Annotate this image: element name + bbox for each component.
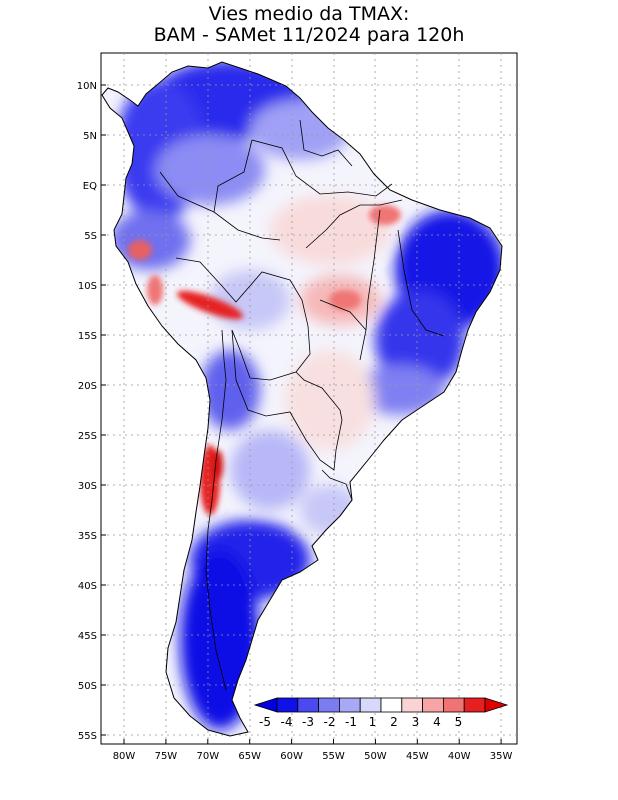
lon-tick-label: 60W [280, 751, 303, 762]
colorbar-label: -2 [324, 715, 336, 729]
colorbar-label: -4 [281, 715, 293, 729]
lat-tick-label: 40S [78, 581, 97, 592]
colorbar-label: -3 [302, 715, 314, 729]
colorbar-swatch [401, 697, 423, 713]
lon-tick-label: 55W [322, 751, 345, 762]
colorbar-swatch [463, 697, 486, 713]
lon-tick-label: 70W [196, 751, 219, 762]
lat-tick-label: 10S [78, 281, 97, 292]
colorbar-swatch [380, 697, 403, 713]
colorbar-high-arrow [484, 697, 509, 713]
colorbar: -5 -4 -3 -2 -1 1 2 3 4 5 [253, 697, 509, 729]
lon-tick-label: 75W [155, 751, 178, 762]
lon-tick-label: 35W [490, 751, 513, 762]
colorbar-swatch [442, 697, 465, 713]
lat-tick-label: 5S [84, 231, 97, 242]
colorbar-label: 3 [412, 715, 420, 729]
lat-tick-label: 35S [78, 531, 97, 542]
colorbar-label: -1 [345, 715, 357, 729]
longitude-ticks: 80W 75W 70W 65W 60W 55W 50W 45W 40W 35W [113, 739, 513, 762]
lat-tick-label: 20S [78, 381, 97, 392]
title-line-1: Vies medio da TMAX: [208, 3, 410, 25]
lat-tick-label: 30S [78, 481, 97, 492]
colorbar-label: 4 [433, 715, 441, 729]
lat-tick-label: EQ [83, 181, 97, 192]
lat-tick-label: 50S [78, 681, 97, 692]
lon-tick-label: 45W [406, 751, 429, 762]
lat-tick-label: 5N [83, 131, 97, 142]
lon-tick-label: 65W [238, 751, 261, 762]
colorbar-swatch [338, 697, 361, 713]
lon-tick-label: 40W [448, 751, 471, 762]
colorbar-label: 1 [369, 715, 377, 729]
latitude-ticks: 10N 5N EQ 5S 10S 15S 20S 25S 30S 35S 40S 45S 50S 55S [77, 81, 106, 742]
lat-tick-label: 15S [78, 331, 97, 342]
colorbar-label: -5 [259, 715, 271, 729]
colorbar-swatch [359, 697, 382, 713]
colorbar-swatch [297, 697, 319, 713]
colorbar-label: 2 [390, 715, 398, 729]
lat-tick-label: 45S [78, 631, 97, 642]
lat-tick-label: 10N [77, 81, 97, 92]
colorbar-swatch [318, 697, 340, 713]
colorbar-swatch [422, 697, 444, 713]
lon-tick-label: 80W [113, 751, 136, 762]
country-borders [159, 119, 445, 691]
lat-tick-label: 55S [78, 731, 97, 742]
lon-tick-label: 50W [364, 751, 387, 762]
title-line-2: BAM - SAMet 11/2024 para 120h [153, 24, 465, 46]
colorbar-label: 5 [455, 715, 463, 729]
colorbar-swatch [276, 697, 299, 713]
lat-tick-label: 25S [78, 431, 97, 442]
